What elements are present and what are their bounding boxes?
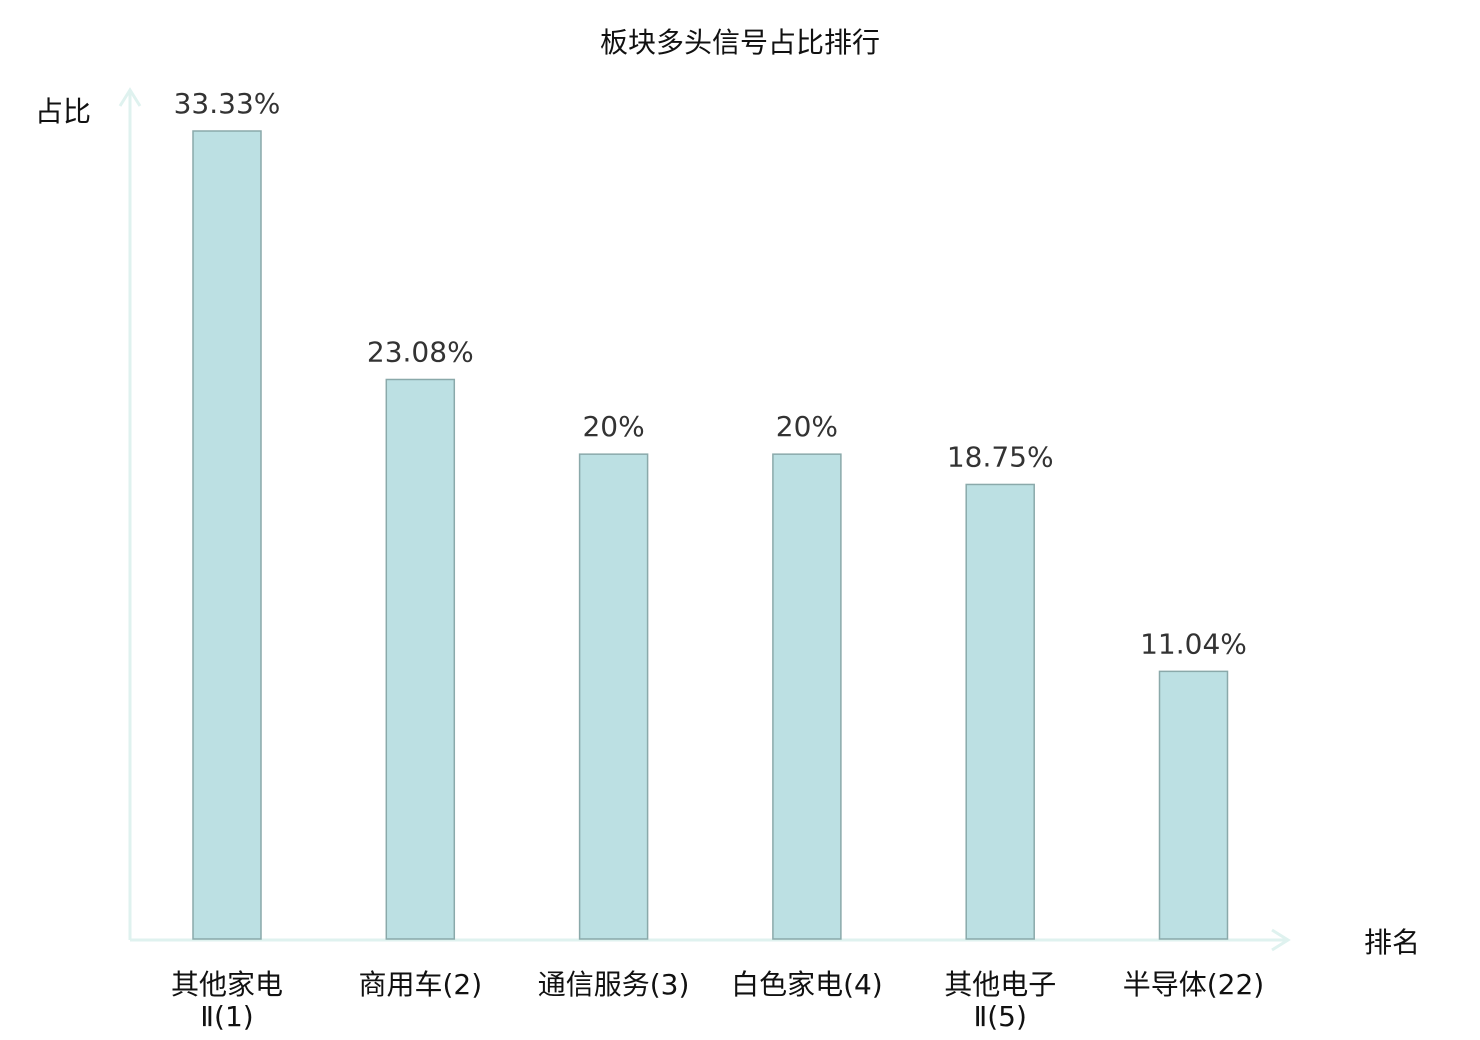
chart-title: 板块多头信号占比排行 (600, 26, 880, 59)
x-tick-label: 白色家电(4) (731, 968, 883, 1001)
bar (1158, 670, 1229, 940)
x-axis-label: 排名 (1364, 926, 1420, 959)
x-tick-label: 其他电子 (944, 968, 1056, 1001)
data-label: 18.75% (947, 440, 1054, 473)
x-tick-label: 其他家电 (171, 968, 283, 1001)
x-tick-label: Ⅱ(5) (973, 1000, 1026, 1033)
data-label: 11.04% (1140, 627, 1247, 660)
data-label: 20% (776, 410, 838, 443)
bar (772, 453, 842, 940)
x-tick-label: 商用车(2) (358, 968, 482, 1001)
bar (385, 378, 456, 940)
axes (118, 87, 1291, 952)
data-label: 23.08% (367, 335, 474, 368)
x-tick-label: 通信服务(3) (538, 968, 690, 1001)
y-axis-label: 占比 (35, 95, 91, 128)
x-axis-arrow (1271, 928, 1291, 952)
x-tick-label: Ⅱ(1) (200, 1000, 253, 1033)
bar (965, 483, 1035, 940)
bar (578, 453, 649, 940)
data-label: 33.33% (174, 87, 281, 120)
x-tick-label: 半导体(22) (1123, 968, 1264, 1001)
data-label: 20% (582, 410, 644, 443)
bar (192, 130, 262, 940)
y-axis-arrow (118, 87, 142, 107)
